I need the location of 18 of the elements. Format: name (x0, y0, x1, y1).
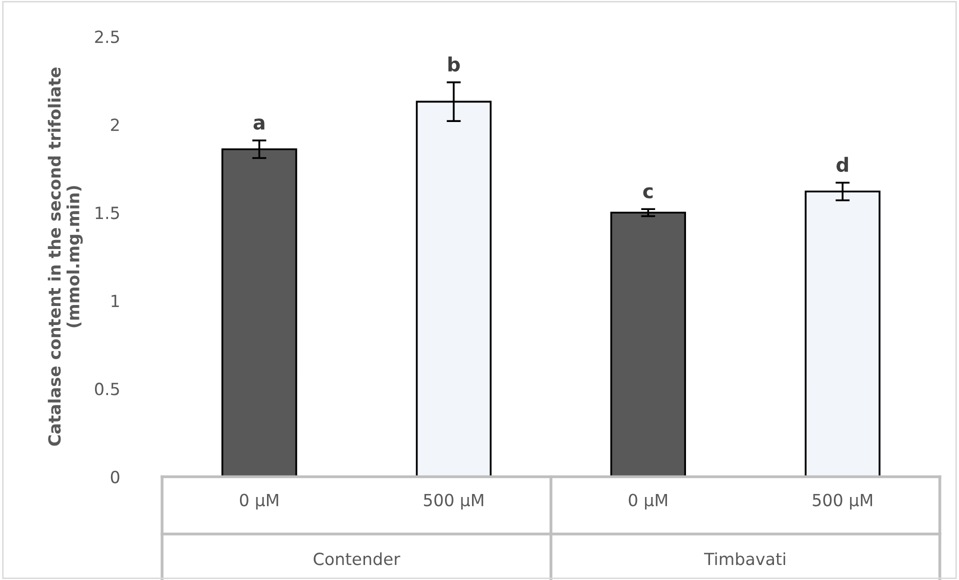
y-tick-label: 1 (112, 294, 119, 308)
x-tick-label: 500 µM (812, 494, 872, 510)
y-tick-label: 1.5 (96, 206, 119, 220)
y-tick-label: 0.5 (95, 382, 119, 396)
x-tick-label: 0 µM (628, 494, 667, 510)
y-tick-label: 2.5 (95, 30, 119, 44)
y-axis-title: Catalase content in the second trifoliate (mmol.mg.min) (48, 68, 83, 446)
text: Timbavati (704, 552, 786, 566)
data-label: b (448, 56, 460, 72)
bar (610, 212, 686, 477)
y-tick-label: 2 (111, 118, 119, 131)
data-label: a (254, 118, 264, 130)
x-tick-label: 0 µM (240, 494, 278, 510)
text: Contender (314, 552, 400, 566)
x-tick-label: 500 µM (424, 494, 484, 510)
y-tick-label: 0 (110, 470, 120, 484)
data-label: d (836, 156, 848, 172)
data-label: c (643, 187, 653, 198)
